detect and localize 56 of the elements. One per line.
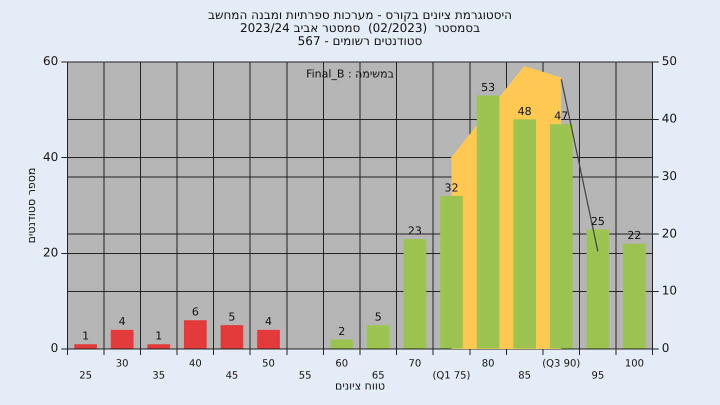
data-label: 2 [338, 324, 346, 338]
bar [257, 330, 280, 348]
bar [147, 344, 170, 348]
data-label: 4 [265, 315, 272, 328]
data-label: 47 [554, 110, 568, 123]
bar [74, 344, 97, 348]
x-tick-label: 25 [79, 370, 92, 382]
bar [330, 339, 354, 348]
y2-tick-label: 10 [662, 284, 678, 298]
bar [220, 325, 244, 348]
data-label: 5 [374, 310, 382, 324]
bar [476, 95, 500, 348]
x-tick-label: 80 [482, 358, 494, 370]
bar [184, 320, 207, 348]
data-label: 1 [82, 330, 90, 343]
bar [110, 330, 134, 348]
x-tick-label: 95 [591, 370, 604, 382]
bar [440, 196, 463, 348]
x-tick-label: 35 [152, 370, 166, 382]
bar [513, 119, 536, 348]
x-tick-label: 65 [372, 370, 385, 382]
x-tick-label: 40 [188, 358, 202, 370]
x-tick-label: 85 [518, 370, 532, 382]
chart-title: היסטוגרמת ציונים בקורס - מערכות ספרתיות ומבנה המחשב בסמסטר (02/2023) סמסטר אביב 2023/24 סטודנטים רשומים - 567 [208, 8, 512, 48]
bar [366, 325, 390, 348]
x-tick-label: 55 [298, 370, 312, 382]
data-label: 6 [192, 306, 199, 319]
y2-tick-label: 30 [662, 168, 678, 183]
x-tick-label: 50 [262, 358, 275, 370]
bar [586, 229, 610, 348]
data-label: 5 [228, 310, 236, 324]
y-tick-label: 60 [42, 54, 58, 68]
y-tick-label: 40 [42, 150, 58, 164]
x-tick-label: 30 [116, 358, 129, 370]
x-axis-title: טווח ציונים [335, 379, 385, 392]
y2-tick-label: 20 [662, 226, 678, 240]
x-tick-label: (Q1 75) [432, 370, 471, 382]
data-label: 4 [118, 315, 126, 328]
y-tick-label: 0 [50, 341, 58, 356]
y-tick-label: 20 [42, 245, 58, 260]
data-label: 48 [518, 104, 532, 118]
bar [623, 244, 646, 348]
x-tick-label: (Q3 90) [542, 358, 580, 370]
data-label: 25 [590, 214, 605, 228]
data-label: 53 [481, 80, 496, 94]
x-tick-label: 60 [335, 358, 348, 370]
x-tick-label: 100 [624, 358, 644, 370]
y2-tick-label: 40 [662, 112, 678, 126]
data-label: 1 [155, 330, 162, 343]
y2-tick-label: 0 [662, 341, 670, 356]
bar [404, 238, 426, 348]
x-tick-label: 70 [408, 358, 422, 370]
y-axis-title: מספר סטודנטים [24, 168, 38, 244]
y2-tick-label: 50 [662, 54, 678, 68]
x-tick-label: 45 [226, 370, 238, 382]
bar [550, 124, 573, 348]
